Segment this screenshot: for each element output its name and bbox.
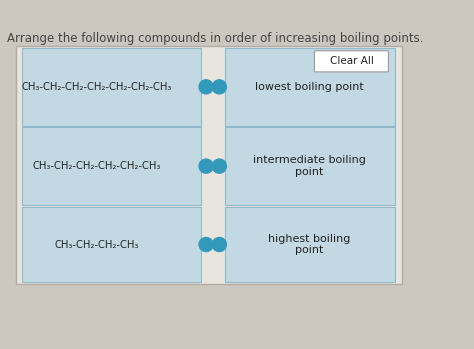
FancyBboxPatch shape — [225, 48, 394, 126]
Text: intermediate boiling
point: intermediate boiling point — [253, 155, 366, 177]
Text: CH₃-CH₂-CH₂-CH₃: CH₃-CH₂-CH₂-CH₃ — [55, 239, 139, 250]
Circle shape — [199, 80, 213, 94]
FancyBboxPatch shape — [225, 207, 394, 282]
FancyBboxPatch shape — [314, 51, 388, 72]
Text: CH₃-CH₂-CH₂-CH₂-CH₂-CH₂-CH₃: CH₃-CH₂-CH₂-CH₂-CH₂-CH₂-CH₃ — [22, 82, 173, 92]
FancyBboxPatch shape — [225, 127, 394, 205]
FancyBboxPatch shape — [22, 48, 201, 126]
Text: CH₃-CH₂-CH₂-CH₂-CH₂-CH₃: CH₃-CH₂-CH₂-CH₂-CH₂-CH₃ — [33, 161, 161, 171]
Text: lowest boiling point: lowest boiling point — [255, 82, 364, 92]
Circle shape — [199, 237, 213, 252]
Circle shape — [212, 159, 227, 173]
Text: Arrange the following compounds in order of increasing boiling points.: Arrange the following compounds in order… — [7, 32, 424, 45]
Circle shape — [199, 159, 213, 173]
Text: Clear All: Clear All — [329, 56, 374, 66]
Circle shape — [212, 237, 227, 252]
Circle shape — [212, 80, 227, 94]
FancyBboxPatch shape — [22, 127, 201, 205]
Text: highest boiling
point: highest boiling point — [268, 234, 351, 255]
FancyBboxPatch shape — [16, 46, 401, 284]
FancyBboxPatch shape — [22, 207, 201, 282]
